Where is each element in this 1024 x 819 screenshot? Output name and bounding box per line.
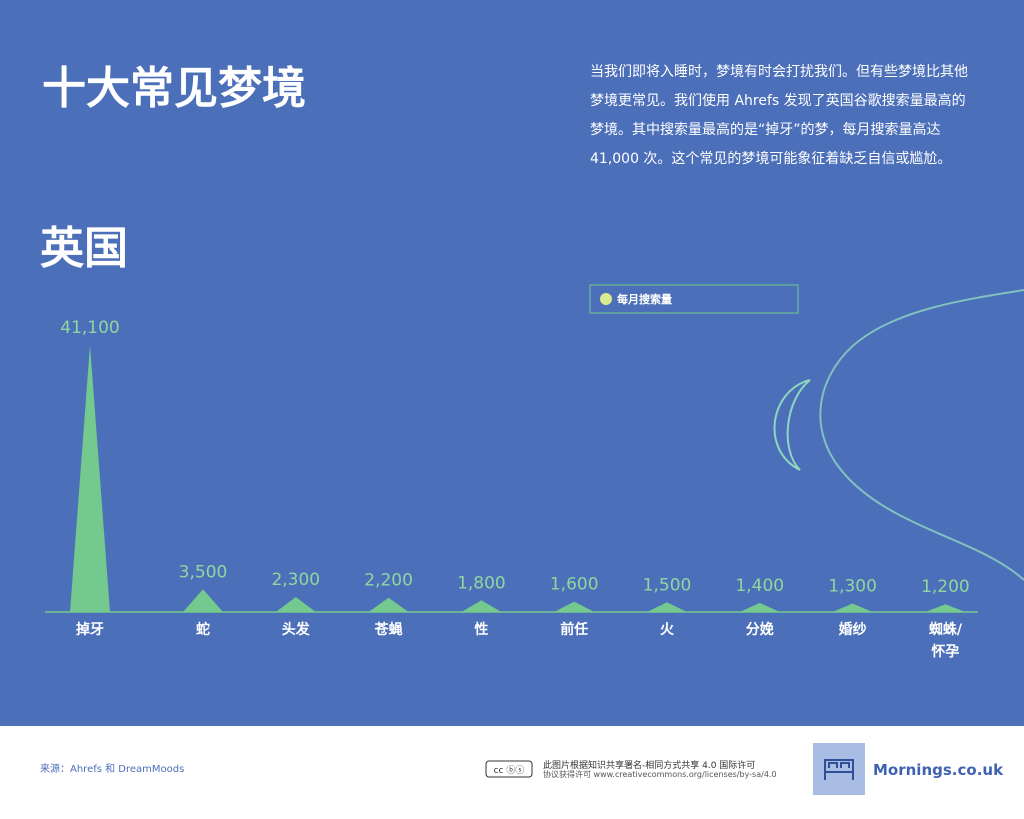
category-label: 火 xyxy=(660,622,674,638)
moon-icon xyxy=(773,379,811,471)
bar xyxy=(739,602,780,612)
value-label: 1,300 xyxy=(828,577,877,597)
category-label: 头发 xyxy=(281,622,310,638)
category-label: 苍蝇 xyxy=(374,622,403,638)
category-label: 蜘蛛/怀孕 xyxy=(928,622,962,660)
value-label: 2,200 xyxy=(364,571,413,591)
cc-icon: cc ⓑⓢ xyxy=(494,765,525,776)
category-label: 性 xyxy=(474,622,489,638)
value-label: 3,500 xyxy=(179,562,228,582)
value-label: 1,500 xyxy=(643,575,692,595)
value-label: 1,800 xyxy=(457,573,506,593)
value-label: 41,100 xyxy=(60,318,119,338)
legend-label: 每月搜索量 xyxy=(617,292,672,306)
category-label: 分娩 xyxy=(745,622,774,638)
bar xyxy=(368,597,409,612)
brand: Mornings.co.uk xyxy=(873,761,1004,779)
category-label: 婚纱 xyxy=(838,622,867,638)
bar xyxy=(925,604,966,612)
bar xyxy=(275,597,316,612)
brand-icon xyxy=(813,743,865,795)
bed-icon xyxy=(824,759,854,780)
bar xyxy=(647,602,687,612)
value-label: 1,400 xyxy=(735,576,784,596)
bar xyxy=(70,345,110,612)
category-label: 前任 xyxy=(560,622,589,638)
subtitle: 英国 xyxy=(40,223,128,274)
license-line: 协议获得许可 www.creativecommons.org/licenses/… xyxy=(543,769,777,779)
bar xyxy=(183,589,223,612)
value-label: 1,600 xyxy=(550,575,599,595)
legend-box xyxy=(589,284,799,314)
bar xyxy=(461,600,502,612)
value-label: 2,300 xyxy=(271,570,320,590)
category-label: 掉牙 xyxy=(76,622,104,638)
bar xyxy=(554,601,595,612)
cc-badge xyxy=(485,760,533,778)
title: 十大常见梦境 xyxy=(42,63,306,114)
value-label: 1,200 xyxy=(921,577,970,597)
category-label: 蛇 xyxy=(196,622,210,638)
license-line: 此图片根据知识共享署名-相同方式共享 4.0 国际许可 xyxy=(543,759,755,771)
bar xyxy=(832,603,873,612)
description: 当我们即将入睡时，梦境有时会打扰我们。但有些梦境比其他梦境更常见。我们使用 Ah… xyxy=(590,64,968,167)
source: 来源：Ahrefs 和 DreamMoods xyxy=(40,762,184,775)
legend-swatch xyxy=(600,293,612,305)
decoration xyxy=(819,289,1024,581)
